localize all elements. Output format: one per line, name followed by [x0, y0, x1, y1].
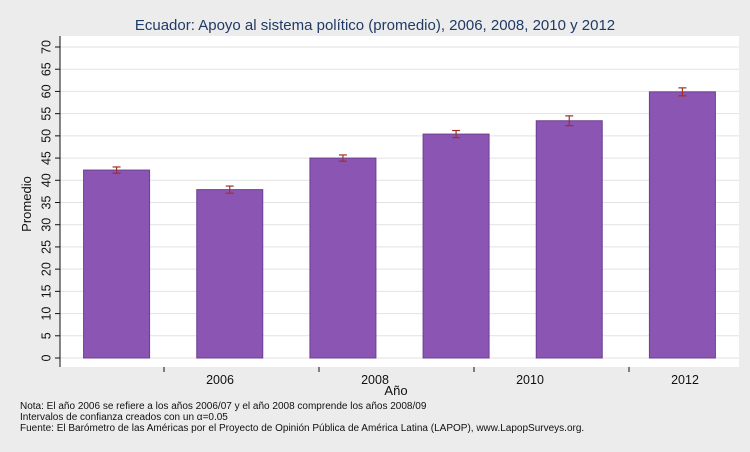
y-tick-label: 15: [39, 284, 53, 298]
alpha-symbol: α: [196, 412, 203, 423]
x-tick-label: 2008: [361, 373, 389, 387]
bar: [535, 120, 603, 359]
footnote-source: Fuente: El Barómetro de las Américas por…: [20, 423, 585, 434]
bar: [648, 91, 716, 359]
footnote-confidence-suffix: =0.05: [202, 412, 228, 423]
x-tick-label: 2010: [516, 373, 544, 387]
y-tick-label: 40: [39, 173, 53, 187]
bar: [196, 189, 264, 359]
x-tick-label: 2012: [671, 373, 699, 387]
bar: [309, 157, 377, 359]
footnote-confidence-prefix: Intervalos de confianza creados con un: [20, 412, 197, 423]
y-tick-label: 70: [39, 40, 53, 54]
x-tick-label: 2006: [206, 373, 234, 387]
plot-area: [60, 36, 739, 367]
y-tick-label: 30: [39, 218, 53, 232]
y-tick-label: 20: [39, 262, 53, 276]
y-tick-label: 65: [39, 62, 53, 76]
bar: [83, 169, 151, 359]
x-axis-ticks: 2006 2008 2010 2012: [163, 367, 699, 387]
y-axis-label: Promedio: [19, 176, 34, 232]
bar: [422, 133, 490, 359]
y-tick-label: 5: [39, 332, 53, 339]
grid-lines: [60, 46, 739, 359]
y-tick-label: 55: [39, 107, 53, 121]
x-axis-label: Año: [384, 383, 407, 398]
y-tick-label: 35: [39, 196, 53, 210]
y-tick-label: 60: [39, 84, 53, 98]
error-bars: [112, 87, 687, 194]
y-tick-label: 50: [39, 129, 53, 143]
y-tick-label: 10: [39, 307, 53, 321]
footnote-confidence: Intervalos de confianza creados con un α…: [20, 412, 228, 428]
y-tick-label: 0: [39, 354, 53, 361]
chart-title: Ecuador: Apoyo al sistema político (prom…: [135, 17, 615, 34]
y-tick-label: 25: [39, 240, 53, 254]
bars: [83, 91, 716, 359]
footnote-note: Nota: El año 2006 se refiere a los años …: [20, 401, 427, 412]
y-tick-label: 45: [39, 151, 53, 165]
y-axis-ticks: 0 5 10 15 20 25 30 35 40 45 50 55 60 65 70: [39, 40, 60, 361]
